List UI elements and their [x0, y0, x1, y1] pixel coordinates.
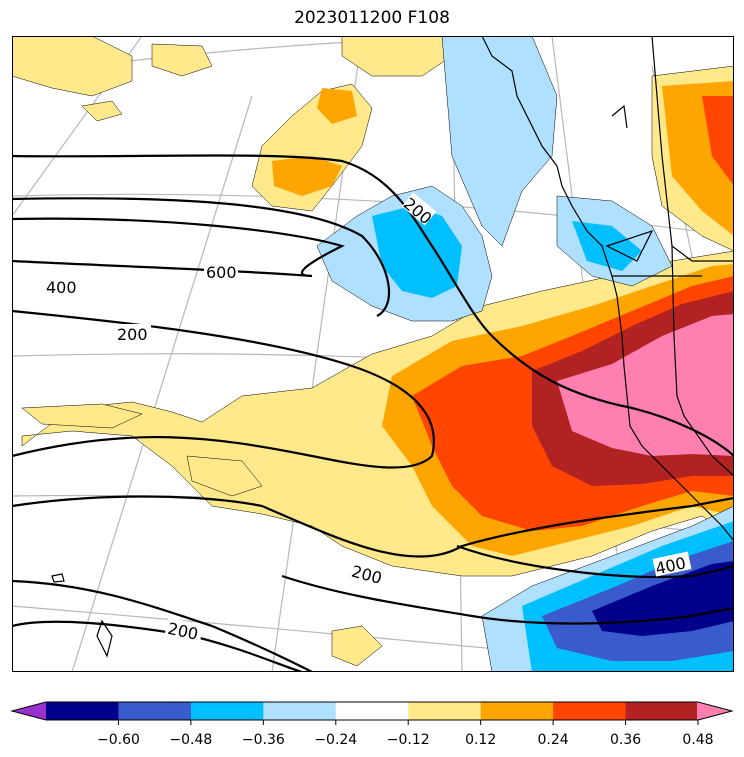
contour-label: 200 [117, 325, 148, 344]
colorbar-segment [263, 702, 337, 720]
positive-anomaly-0.60 [557, 314, 734, 456]
colorbar-segment [46, 702, 120, 720]
colorbar-segment [480, 702, 554, 720]
colorbar-outline [10, 701, 734, 721]
colorbar-segment [408, 702, 482, 720]
contour-label: 400 [46, 278, 77, 297]
colorbar-tick-label: −0.12 [387, 732, 430, 748]
colorbar-tick-label: 0.48 [682, 732, 713, 748]
contour-label: 600 [206, 263, 237, 282]
coastlines [51, 36, 734, 658]
colorbar-tick-label: 0.36 [610, 732, 641, 748]
colorbar-tick-label: −0.24 [314, 732, 357, 748]
colorbar-tick-label: 0.24 [538, 732, 569, 748]
colorbar-tick-label: −0.60 [97, 732, 140, 748]
colorbar-extend-min [12, 702, 47, 720]
map-frame [12, 36, 734, 672]
colorbar-segment [118, 702, 192, 720]
colorbar-segment [190, 702, 264, 720]
map-title: 2023011200 F108 [294, 8, 450, 28]
negative-anomaly-0.48 [592, 561, 734, 636]
height-contours [12, 154, 734, 672]
colorbar-segment [553, 702, 627, 720]
colorbar-tick-label: 0.12 [465, 732, 496, 748]
colorbar-tick-label: −0.36 [242, 732, 285, 748]
colorbar-segment [335, 702, 409, 720]
colorbar-segment [625, 702, 699, 720]
map-panel: 200 600 400 200 200 400 200 [12, 36, 734, 672]
colorbar-extend-max [697, 702, 732, 720]
colorbar-tick-label: −0.48 [169, 732, 212, 748]
colorbar: −0.60 −0.48 −0.36 −0.24 −0.12 0.12 0.24 0.36 0.4… [10, 701, 734, 748]
